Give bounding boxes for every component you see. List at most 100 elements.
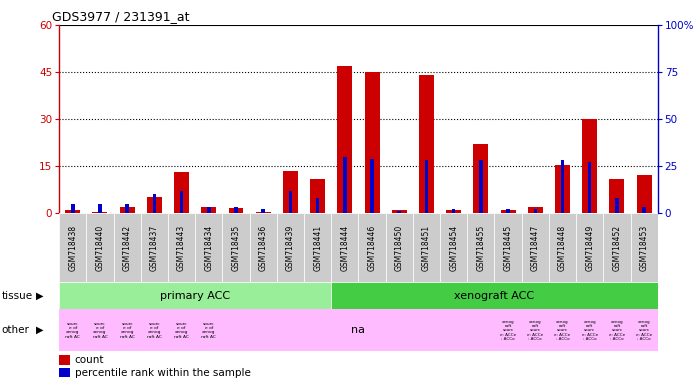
Bar — [228, 209, 244, 213]
Text: GSM718444: GSM718444 — [340, 225, 349, 271]
Bar — [528, 207, 543, 213]
Text: GSM718434: GSM718434 — [205, 225, 213, 271]
Text: count: count — [74, 355, 104, 365]
Bar — [583, 119, 597, 213]
Bar — [180, 190, 183, 213]
Bar — [419, 75, 434, 213]
Bar — [59, 368, 70, 377]
Bar — [610, 179, 624, 213]
Text: ▶: ▶ — [36, 325, 44, 335]
Text: xenog
raft
sourc
e: ACCe
: ACCo: xenog raft sourc e: ACCe : ACCo — [582, 319, 598, 341]
Bar — [642, 207, 646, 213]
Bar — [65, 210, 80, 213]
Bar — [446, 210, 461, 213]
Text: GSM718439: GSM718439 — [286, 225, 295, 271]
Text: GSM718445: GSM718445 — [504, 225, 512, 271]
Bar — [310, 179, 325, 213]
Bar — [71, 204, 74, 213]
Text: GSM718451: GSM718451 — [422, 225, 431, 271]
Bar — [615, 198, 619, 213]
Text: na: na — [351, 325, 365, 335]
Bar — [152, 194, 156, 213]
Text: GSM718437: GSM718437 — [150, 225, 159, 271]
Text: other: other — [1, 325, 29, 335]
Text: xenog
raft
sourc
e: ACCe
: ACCo: xenog raft sourc e: ACCe : ACCo — [500, 319, 516, 341]
Bar — [141, 213, 168, 282]
Bar — [195, 213, 223, 282]
Bar — [637, 175, 651, 213]
Bar — [473, 144, 489, 213]
Text: GSM718453: GSM718453 — [640, 225, 649, 271]
Bar — [386, 213, 413, 282]
Text: sourc
e of
xenog
raft AC: sourc e of xenog raft AC — [174, 322, 189, 339]
Text: GSM718455: GSM718455 — [476, 225, 485, 271]
Bar — [223, 213, 250, 282]
Bar — [561, 161, 564, 213]
Bar — [86, 213, 113, 282]
Bar — [331, 282, 658, 309]
Bar — [467, 213, 494, 282]
Text: GSM718452: GSM718452 — [612, 225, 622, 271]
Bar — [506, 209, 510, 213]
Bar — [174, 172, 189, 213]
Bar — [262, 209, 265, 213]
Bar — [549, 213, 576, 282]
Text: GSM718435: GSM718435 — [232, 225, 241, 271]
Bar — [555, 164, 570, 213]
Text: sourc
e of
xenog
raft AC: sourc e of xenog raft AC — [65, 322, 80, 339]
Bar — [235, 207, 238, 213]
Bar — [289, 190, 292, 213]
Bar — [500, 210, 516, 213]
Bar — [494, 213, 522, 282]
Bar — [255, 212, 271, 213]
Text: GSM718436: GSM718436 — [259, 225, 268, 271]
Bar — [425, 161, 428, 213]
Bar — [59, 213, 86, 282]
Bar — [631, 213, 658, 282]
Text: GSM718447: GSM718447 — [531, 225, 540, 271]
Text: sourc
e of
xenog
raft AC: sourc e of xenog raft AC — [201, 322, 216, 339]
Bar — [440, 213, 467, 282]
Bar — [392, 210, 406, 213]
Bar — [250, 213, 277, 282]
Bar — [168, 213, 195, 282]
Text: GSM718441: GSM718441 — [313, 225, 322, 271]
Text: GSM718438: GSM718438 — [68, 225, 77, 271]
Bar — [120, 207, 134, 213]
Bar — [603, 213, 631, 282]
Bar — [277, 213, 304, 282]
Bar — [113, 213, 141, 282]
Bar — [201, 207, 216, 213]
Text: primary ACC: primary ACC — [160, 291, 230, 301]
Bar — [588, 162, 592, 213]
Text: sourc
e of
xenog
raft AC: sourc e of xenog raft AC — [147, 322, 162, 339]
Text: GSM718454: GSM718454 — [449, 225, 458, 271]
Text: GSM718448: GSM718448 — [558, 225, 567, 271]
Bar — [93, 212, 107, 213]
Bar — [98, 204, 102, 213]
Text: GSM718446: GSM718446 — [367, 225, 377, 271]
Text: percentile rank within the sample: percentile rank within the sample — [74, 368, 251, 378]
Bar — [358, 213, 386, 282]
Text: GDS3977 / 231391_at: GDS3977 / 231391_at — [52, 10, 190, 23]
Bar — [316, 198, 319, 213]
Bar — [304, 213, 331, 282]
Text: xenog
raft
sourc
e: ACCe
: ACCo: xenog raft sourc e: ACCe : ACCo — [636, 319, 652, 341]
Text: xenog
raft
sourc
e: ACCe
: ACCo: xenog raft sourc e: ACCe : ACCo — [609, 319, 625, 341]
Bar — [59, 282, 331, 309]
Text: GSM718442: GSM718442 — [122, 225, 132, 271]
Text: xenog
raft
sourc
e: ACCe
: ACCo: xenog raft sourc e: ACCe : ACCo — [528, 319, 544, 341]
Text: GSM718450: GSM718450 — [395, 225, 404, 271]
Bar — [479, 161, 482, 213]
Text: sourc
e of
xenog
raft AC: sourc e of xenog raft AC — [93, 322, 107, 339]
Bar — [452, 209, 455, 213]
Text: xenograft ACC: xenograft ACC — [454, 291, 535, 301]
Text: GSM718440: GSM718440 — [95, 225, 104, 271]
Bar — [413, 213, 440, 282]
Text: tissue: tissue — [1, 291, 33, 301]
Bar — [283, 171, 298, 213]
Bar — [522, 213, 549, 282]
Text: GSM718443: GSM718443 — [177, 225, 186, 271]
Text: ▶: ▶ — [36, 291, 44, 301]
Text: sourc
e of
xenog
raft AC: sourc e of xenog raft AC — [120, 322, 134, 339]
